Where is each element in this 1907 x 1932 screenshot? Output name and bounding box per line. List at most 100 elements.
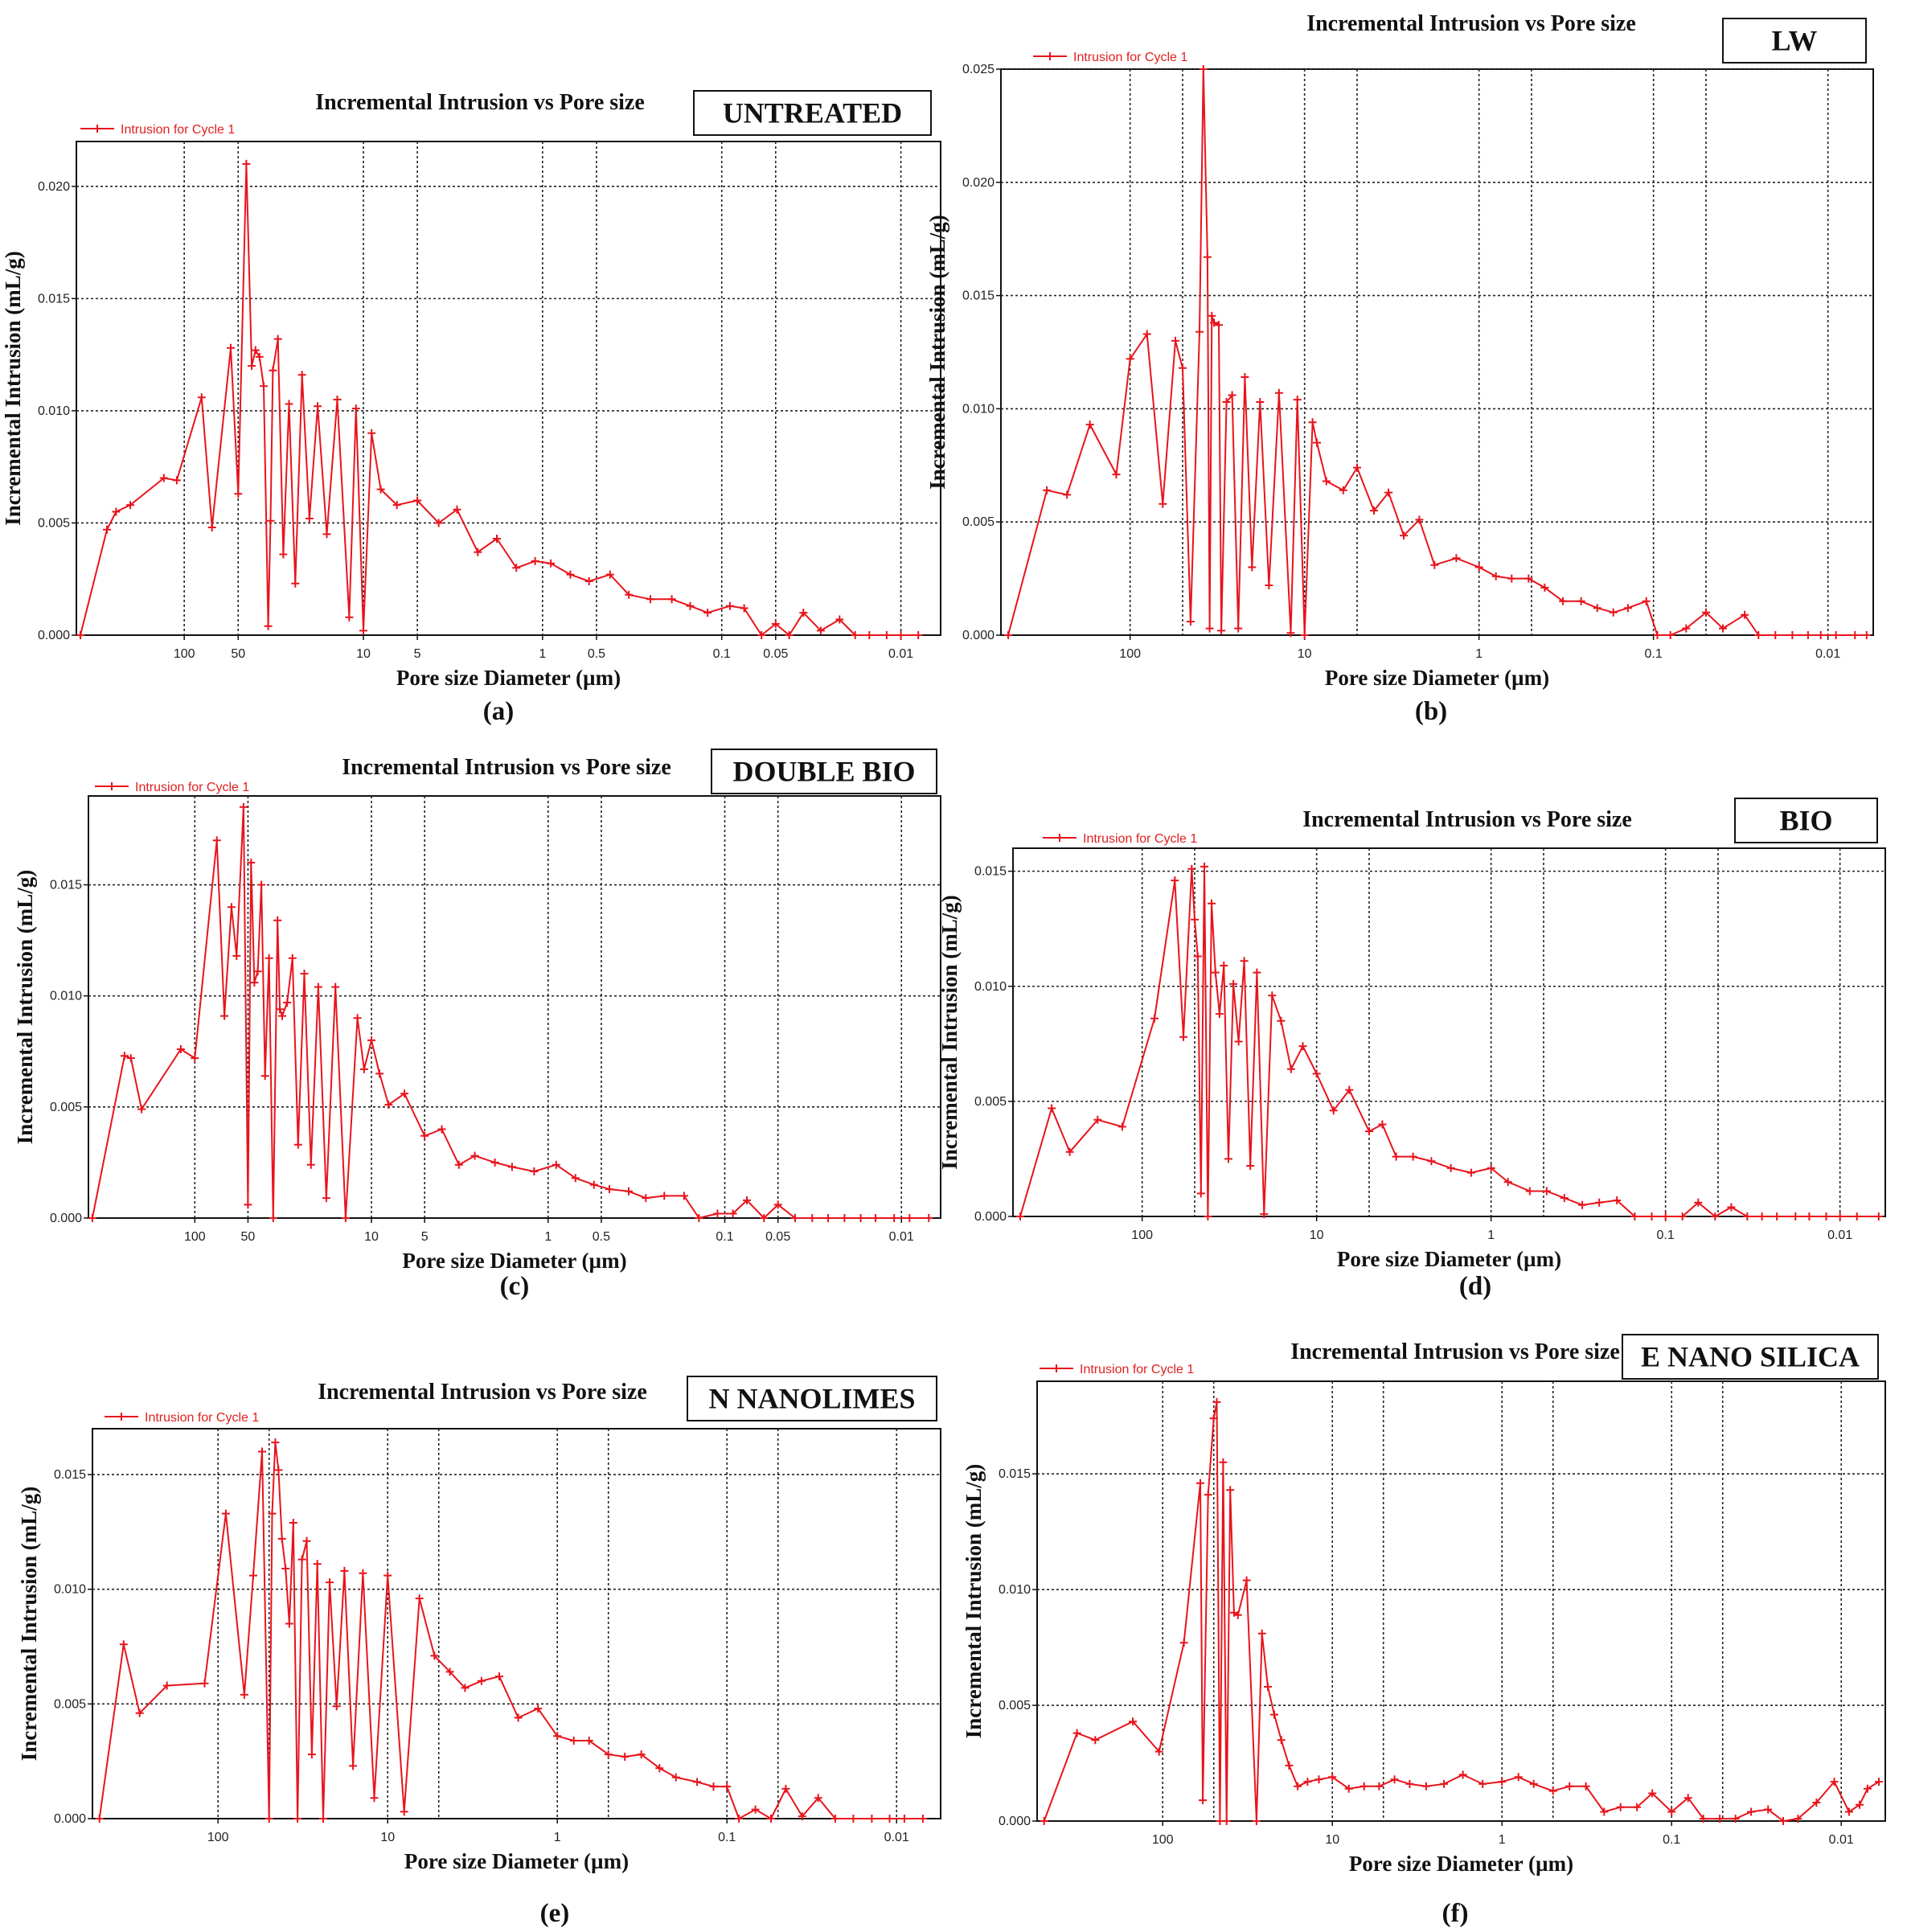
- data-point: [771, 620, 780, 628]
- data-point: [1683, 1794, 1692, 1803]
- x-tick-label: 50: [231, 647, 245, 661]
- data-point: [495, 1672, 503, 1681]
- data-point: [530, 1167, 539, 1175]
- data-point: [265, 954, 273, 962]
- data-point: [1193, 952, 1202, 961]
- data-point: [1678, 1212, 1687, 1220]
- y-tick-label: 0.015: [974, 865, 1007, 879]
- y-axis-title: Incremental Intrusion (mL/g): [1, 251, 25, 526]
- y-tick-label: 0.005: [974, 1095, 1007, 1109]
- data-point: [1559, 597, 1568, 605]
- y-tick-label: 0.010: [974, 980, 1007, 994]
- x-tick-label: 0.1: [713, 647, 731, 661]
- data-point: [667, 595, 676, 604]
- data-point: [1452, 554, 1461, 563]
- sample-tag: LW: [1772, 25, 1818, 57]
- data-point: [120, 1052, 129, 1060]
- x-tick-label: 0.01: [1829, 1833, 1854, 1847]
- legend-label: Intrusion for Cycle 1: [1073, 51, 1187, 64]
- data-point: [413, 496, 422, 505]
- data-point: [1498, 1778, 1507, 1786]
- data-point: [1392, 1152, 1401, 1161]
- data-point: [605, 570, 614, 579]
- x-tick-label: 10: [380, 1831, 395, 1844]
- data-point: [1609, 608, 1618, 617]
- data-point: [660, 1192, 669, 1200]
- data-point: [281, 1565, 290, 1573]
- data-point: [1246, 1162, 1255, 1170]
- y-tick-label: 0.005: [962, 515, 995, 529]
- data-point: [1195, 327, 1204, 336]
- data-point: [693, 1778, 702, 1786]
- data-point: [1298, 1042, 1307, 1051]
- data-point: [1851, 631, 1860, 639]
- data-point: [514, 1713, 523, 1722]
- data-point: [1409, 1152, 1417, 1161]
- sample-tag-box: [1622, 1334, 1879, 1380]
- data-point: [1242, 1576, 1251, 1585]
- x-tick-label: 10: [1298, 647, 1312, 661]
- data-point: [276, 1005, 285, 1014]
- data-point: [332, 1702, 341, 1711]
- data-point: [297, 1555, 306, 1564]
- data-point: [1365, 1127, 1373, 1136]
- sample-tag-box: [1722, 18, 1867, 64]
- chart-title: Incremental Intrusion vs Pore size: [1302, 807, 1632, 832]
- data-point: [490, 1158, 499, 1167]
- data-point: [552, 1160, 560, 1169]
- data-point: [824, 1214, 833, 1222]
- panel-letter: (f): [1442, 1899, 1469, 1928]
- data-point: [340, 1566, 349, 1575]
- data-point: [703, 609, 712, 617]
- data-point: [723, 1782, 732, 1791]
- data-point: [571, 1174, 580, 1183]
- data-point: [1525, 1187, 1534, 1196]
- data-point: [1666, 631, 1675, 639]
- plot-area: [88, 795, 941, 1219]
- data-point: [1344, 1784, 1353, 1793]
- data-point: [728, 1209, 737, 1218]
- data-point: [1514, 1773, 1523, 1782]
- data-point: [686, 601, 695, 610]
- data-point: [307, 1750, 316, 1759]
- data-point: [1294, 1782, 1302, 1790]
- data-point: [740, 604, 748, 613]
- x-tick-label: 10: [1325, 1833, 1339, 1847]
- data-point: [257, 880, 266, 889]
- data-point: [384, 1101, 393, 1110]
- data-point: [367, 429, 376, 437]
- data-point: [791, 1214, 799, 1222]
- data-point: [785, 631, 794, 639]
- data-point: [1653, 631, 1662, 639]
- legend-marker: [108, 782, 116, 790]
- x-axis-title: Pore size Diameter (µm): [1349, 1852, 1573, 1876]
- x-axis-title: Pore size Diameter (µm): [396, 666, 621, 690]
- data-point: [1595, 1198, 1604, 1207]
- data-point: [760, 1214, 769, 1222]
- data-point: [1503, 1178, 1512, 1187]
- data-point: [1405, 1779, 1414, 1788]
- series-line: [80, 162, 919, 636]
- data-point: [735, 1815, 744, 1823]
- data-point: [512, 564, 521, 572]
- y-tick-label: 0.000: [50, 1212, 82, 1225]
- data-point: [767, 1815, 775, 1823]
- data-point: [1228, 391, 1236, 400]
- x-tick-label: 0.5: [593, 1230, 610, 1244]
- data-point: [269, 1214, 277, 1222]
- data-point: [434, 519, 443, 527]
- y-tick-label: 0.020: [962, 176, 995, 190]
- y-tick-label: 0.020: [38, 180, 70, 194]
- data-point: [1630, 1212, 1639, 1220]
- data-point: [367, 1036, 375, 1044]
- data-point: [1300, 631, 1309, 639]
- data-point: [1458, 1770, 1467, 1779]
- data-point: [1415, 515, 1424, 524]
- data-point: [830, 1815, 839, 1823]
- data-point: [319, 1815, 327, 1823]
- data-point: [359, 1064, 368, 1073]
- data-point: [1446, 1163, 1455, 1172]
- data-point: [547, 559, 556, 568]
- data-point: [493, 535, 501, 543]
- chart-title: Incremental Intrusion vs Pore size: [342, 755, 671, 780]
